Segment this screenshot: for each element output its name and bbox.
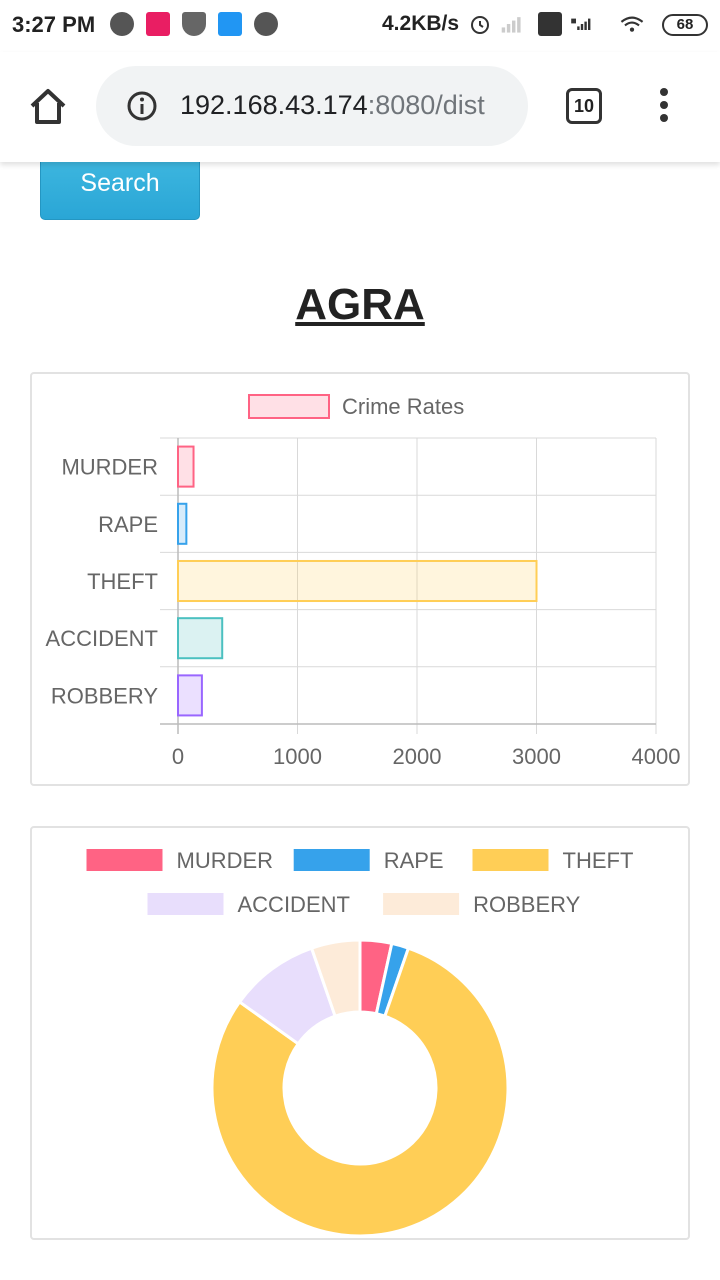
legend-swatch-rape — [293, 849, 370, 871]
y-tick-label-robbery: ROBBERY — [51, 683, 159, 708]
legend-swatch-theft — [472, 849, 549, 871]
phone-icon — [254, 12, 278, 36]
y-tick-label-rape: RAPE — [98, 512, 158, 537]
url-path: :8080/dist — [367, 90, 485, 120]
legend-label-rape: RAPE — [384, 848, 444, 873]
x-tick-label: 4000 — [632, 744, 681, 769]
legend-swatch-robbery — [383, 893, 460, 915]
bar-accident — [177, 617, 224, 660]
doughnut-chart: MURDER RAPE THEFT ACCIDENT ROBBERY — [86, 848, 634, 1238]
y-tick-label-accident: ACCIDENT — [46, 626, 158, 651]
legend-label-robbery: ROBBERY — [473, 892, 581, 917]
legend-swatch-murder — [86, 849, 163, 871]
volte-icon — [538, 12, 562, 36]
legend-label-accident: ACCIDENT — [238, 892, 350, 917]
battery-indicator: 68 — [662, 14, 708, 36]
city-title: AGRA — [295, 280, 425, 329]
alarm-icon — [471, 16, 489, 34]
x-tick-label: 1000 — [273, 744, 322, 769]
legend-swatch-accident — [147, 893, 224, 915]
more-menu-icon[interactable] — [652, 86, 676, 126]
search-button[interactable]: Search — [40, 152, 200, 220]
y-tick-label-theft: THEFT — [87, 569, 158, 594]
network-speed: 4.2KB/s — [382, 12, 460, 35]
bar-theft — [177, 559, 538, 603]
bar-rape — [177, 502, 188, 545]
x-tick-label: 0 — [172, 744, 184, 769]
y-tick-label-murder: MURDER — [61, 455, 158, 480]
browser-toolbar: 192.168.43.174:8080/dist 10 — [0, 52, 720, 162]
legend-label-theft: THEFT — [563, 848, 634, 873]
x-tick-label: 2000 — [393, 744, 442, 769]
tab-switcher-button[interactable]: 10 — [566, 88, 602, 124]
bar-murder — [177, 445, 195, 488]
url-text: 192.168.43.174:8080/dist — [180, 90, 485, 121]
status-bar: 3:27 PM 4.2KB/s 68 — [0, 0, 720, 52]
slice-robbery — [309, 938, 362, 1019]
home-icon[interactable] — [26, 84, 70, 128]
bar-robbery — [177, 674, 203, 717]
legend-label-murder: MURDER — [177, 848, 274, 873]
wifi-icon — [620, 16, 644, 32]
slice-theft — [210, 946, 510, 1238]
bar-chart-panel: Crime Rates 0 1000 2000 3000 4000 MURDER RAPE TH… — [30, 372, 690, 786]
x-tick-label: 3000 — [512, 744, 561, 769]
pie-chart-panel: MURDER RAPE THEFT ACCIDENT ROBBERY — [30, 826, 690, 1240]
signal-icon — [501, 17, 521, 33]
address-bar[interactable]: 192.168.43.174:8080/dist — [96, 66, 528, 146]
app-icon — [146, 12, 170, 36]
bar-chart: Crime Rates 0 1000 2000 3000 4000 MURDER RAPE TH… — [46, 394, 681, 769]
jio-icon — [110, 12, 134, 36]
media-icon — [218, 12, 242, 36]
signal-4g-icon — [571, 18, 591, 30]
legend-label-crime-rates: Crime Rates — [342, 394, 464, 419]
shield-icon — [182, 12, 206, 36]
status-time: 3:27 PM — [12, 12, 96, 37]
legend-swatch-crime-rates — [248, 394, 330, 419]
info-icon[interactable] — [126, 90, 158, 122]
url-host: 192.168.43.174 — [180, 90, 368, 120]
